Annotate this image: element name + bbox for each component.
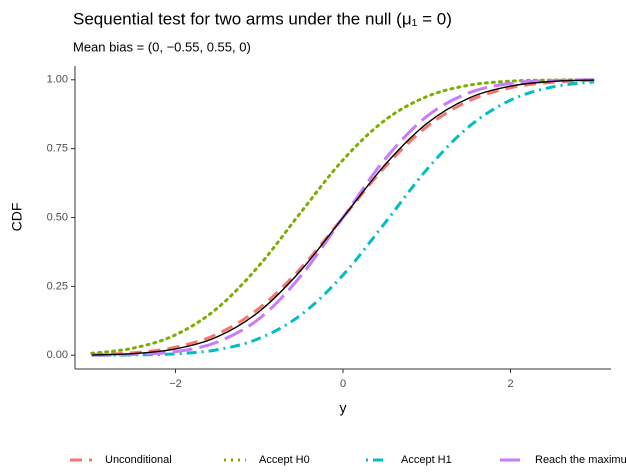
x-tick-label: −2 [169,378,182,390]
x-axis-label: y [340,400,347,416]
x-tick-label: 2 [507,378,513,390]
series-line [90,78,596,355]
y-axis-label: CDF [9,203,25,232]
series-line [91,78,595,357]
y-tick-label: 0.25 [47,280,68,292]
legend-label: Accept H1 [401,454,452,466]
legend-label: Reach the maximum [535,454,626,466]
series-line [91,80,595,357]
y-tick-label: 0.75 [47,143,68,155]
chart-title: Sequential test for two arms under the n… [73,9,452,28]
x-tick-label: 0 [340,378,346,390]
y-tick-label: 0.50 [47,211,68,223]
legend-label: Accept H0 [259,454,310,466]
y-tick-label: 1.00 [47,74,68,86]
y-tick-label: 0.00 [47,349,68,361]
legend-label: Unconditional [105,454,172,466]
chart-subtitle: Mean bias = (0, −0.55, 0.55, 0) [73,39,251,54]
series-line [91,79,595,356]
